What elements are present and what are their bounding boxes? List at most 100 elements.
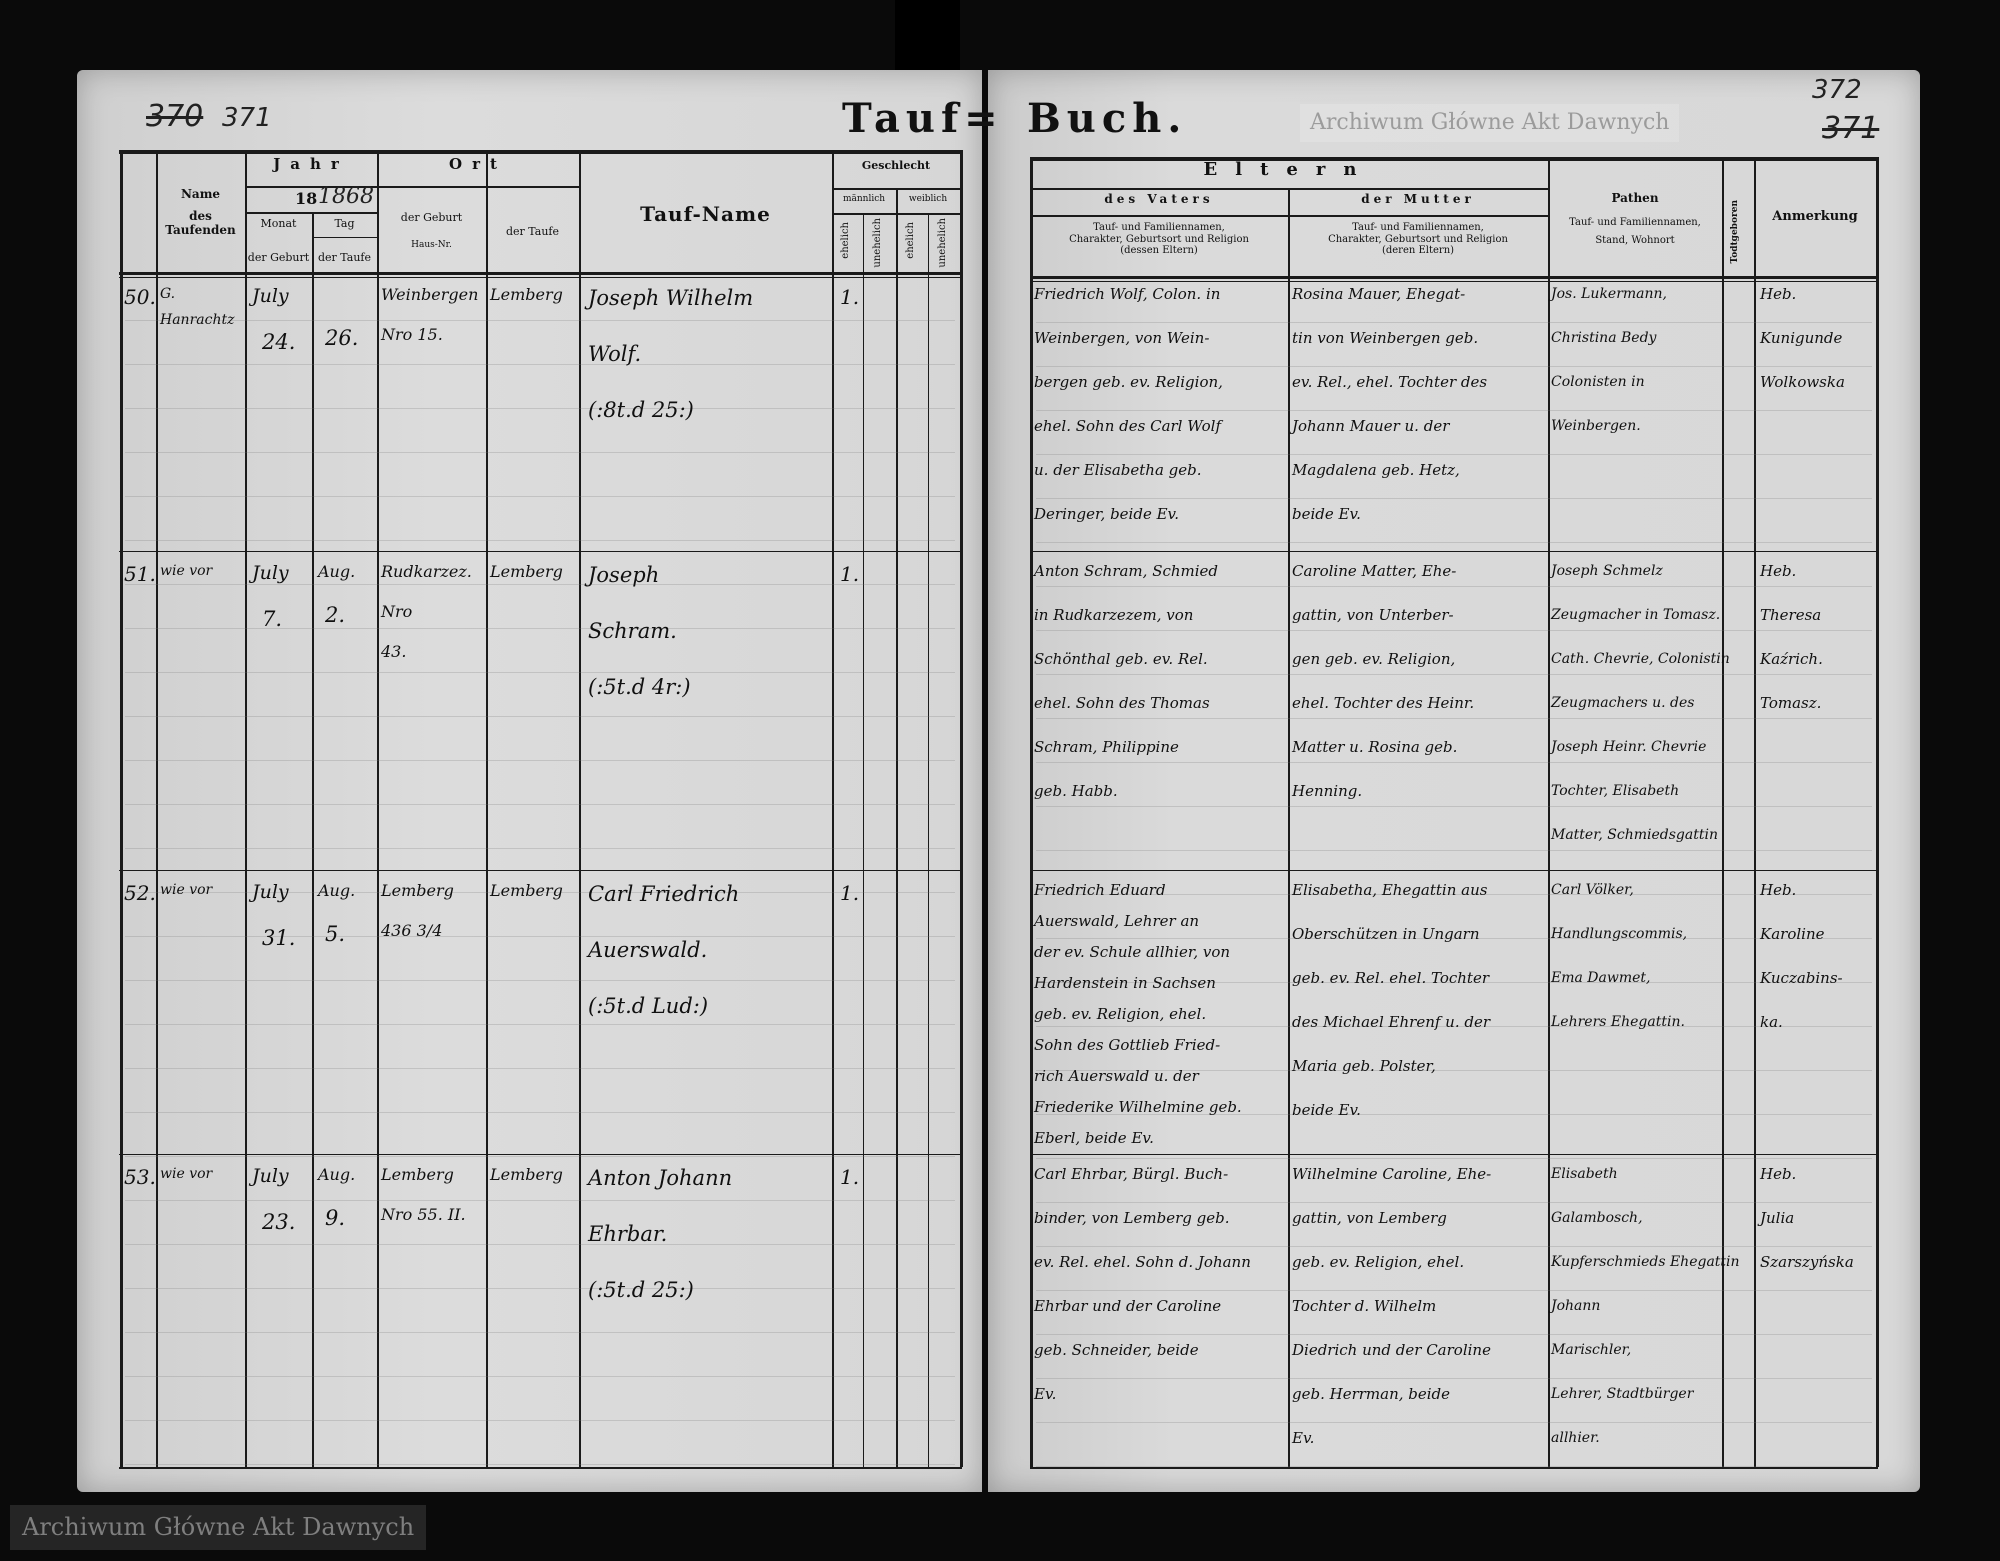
- ruled-line: [1036, 762, 1872, 763]
- baptism-month: Aug.: [318, 1165, 356, 1184]
- father-details: u. der Elisabetha geb.: [1034, 461, 1202, 479]
- father-details: Deringer, beide Ev.: [1034, 505, 1180, 523]
- column-divider: [486, 150, 488, 1467]
- ruled-line: [1036, 454, 1872, 455]
- header-taufname: Tauf-Name: [640, 202, 771, 226]
- entry-number: 51.: [124, 562, 156, 586]
- father-details: der ev. Schule allhier, von: [1034, 943, 1231, 961]
- baptism-day: 9.: [325, 1206, 346, 1230]
- header-weiblich: weiblich: [908, 194, 948, 204]
- column-divider: [245, 150, 247, 1467]
- father-details: bergen geb. ev. Religion,: [1034, 373, 1223, 391]
- ruled-line: [125, 496, 955, 497]
- father-details: ehel. Sohn des Thomas: [1034, 694, 1210, 712]
- mutter-desc-line: Charakter, Geburtsort und Religion: [1328, 233, 1508, 245]
- father-details: Auerswald, Lehrer an: [1034, 912, 1200, 930]
- ruled-line: [125, 1024, 955, 1025]
- column-divider: [1754, 157, 1756, 1467]
- godparents-details: Weinbergen.: [1551, 418, 1641, 434]
- book-binding: [895, 0, 960, 72]
- birth-place: Rudkarzez.: [381, 562, 472, 581]
- pathen-desc-line: Tauf- und Familiennamen,: [1569, 217, 1701, 228]
- father-details: geb. Habb.: [1034, 782, 1118, 800]
- ruled-line: [1036, 938, 1872, 939]
- godparents-details: Zeugmachers u. des: [1551, 695, 1695, 711]
- header-name-line2: des Taufenden: [165, 208, 236, 237]
- baptism-name: (:8t.d 25:): [588, 398, 694, 422]
- ruled-line: [1036, 1466, 1872, 1467]
- mother-details: Oberschützen in Ungarn: [1292, 925, 1480, 943]
- father-details: Sohn des Gottlieb Fried-: [1034, 1036, 1221, 1054]
- birth-place: Nro: [381, 602, 413, 621]
- ruled-line: [1036, 322, 1872, 323]
- male-legitimate-mark: 1.: [840, 285, 860, 309]
- godparents-details: Christina Bedy: [1551, 330, 1657, 346]
- baptism-name: (:5t.d 25:): [588, 1278, 694, 1302]
- mother-details: Maria geb. Polster,: [1292, 1057, 1436, 1075]
- mother-details: beide Ev.: [1292, 505, 1361, 523]
- header-bottom-border: [1030, 281, 1878, 282]
- father-details: Friederike Wilhelmine geb.: [1034, 1098, 1242, 1116]
- watermark-right: Archiwum Główne Akt Dawnych: [1300, 104, 1680, 143]
- mother-details: Matter u. Rosina geb.: [1292, 738, 1458, 756]
- row-divider: [1030, 870, 1878, 871]
- header-name: Name des Taufenden: [156, 187, 245, 237]
- ruled-line: [1036, 1246, 1872, 1247]
- header-ort-geburt: der Geburt: [400, 211, 463, 224]
- vater-desc-line: (dessen Eltern): [1120, 245, 1198, 256]
- header-der-mutter: der Mutter: [1361, 192, 1475, 206]
- baptism-place: Lemberg: [490, 285, 563, 304]
- ruled-line: [1036, 1378, 1872, 1379]
- entry-number: 52.: [124, 881, 156, 905]
- mother-details: Tochter d. Wilhelm: [1292, 1297, 1437, 1315]
- baptism-day: 26.: [325, 326, 359, 350]
- mother-details: des Michael Ehrenf u. der: [1292, 1013, 1491, 1031]
- ruled-line: [125, 980, 955, 981]
- father-details: Anton Schram, Schmied: [1034, 562, 1219, 580]
- table-line: [245, 212, 377, 214]
- godparents-details: Joseph Schmelz: [1551, 563, 1663, 579]
- ruled-line: [125, 1068, 955, 1069]
- mother-details: tin von Weinbergen geb.: [1292, 329, 1479, 347]
- header-mutter-desc: Tauf- und Familiennamen, Charakter, Gebu…: [1288, 222, 1548, 257]
- mutter-desc-line: (deren Eltern): [1381, 245, 1455, 256]
- row-divider: [1030, 551, 1878, 552]
- right-page-number: 372: [1812, 75, 1862, 105]
- ruled-line: [125, 672, 955, 673]
- header-todtgeboren: Todtgeboren: [1730, 200, 1740, 264]
- ruled-line: [1036, 542, 1872, 543]
- remark: Szarszyńska: [1760, 1253, 1854, 1271]
- ruled-line: [1036, 410, 1872, 411]
- male-legitimate-mark: 1.: [840, 562, 860, 586]
- watermark-left: Archiwum Główne Akt Dawnych: [10, 1505, 427, 1550]
- table-bottom-border: [119, 1467, 962, 1469]
- godparents-details: Handlungscommis,: [1551, 926, 1688, 942]
- ruled-line: [125, 364, 955, 365]
- mother-details: gattin, von Unterber-: [1292, 606, 1454, 624]
- mother-details: Rosina Mauer, Ehegat-: [1292, 285, 1466, 303]
- birth-month: July: [252, 881, 289, 903]
- table-line: [312, 237, 377, 238]
- baptism-day: 5.: [325, 922, 346, 946]
- header-ort: Ort: [449, 155, 507, 173]
- father-details: binder, von Lemberg geb.: [1034, 1209, 1230, 1227]
- mother-details: Magdalena geb. Hetz,: [1292, 461, 1460, 479]
- column-divider: [960, 150, 963, 1467]
- remark: Heb.: [1760, 881, 1797, 899]
- ruled-line: [1036, 850, 1872, 851]
- mother-details: beide Ev.: [1292, 1101, 1361, 1119]
- mother-details: gattin, von Lemberg: [1292, 1209, 1447, 1227]
- entry-number: 50.: [124, 285, 156, 309]
- godparents-details: Carl Völker,: [1551, 882, 1634, 898]
- column-divider: [120, 150, 123, 1467]
- column-divider: [928, 213, 929, 1467]
- column-divider: [156, 150, 158, 1467]
- header-der-taufe: der Taufe: [317, 251, 371, 264]
- column-divider: [312, 212, 314, 1467]
- godparents-details: Lehrers Ehegattin.: [1551, 1014, 1685, 1030]
- mother-details: ehel. Tochter des Heinr.: [1292, 694, 1475, 712]
- header-anmerkung: Anmerkung: [1772, 209, 1858, 224]
- birth-month: July: [252, 562, 289, 584]
- remark: Heb.: [1760, 562, 1797, 580]
- godparents-details: Cath. Chevrie, Colonistin: [1551, 651, 1730, 667]
